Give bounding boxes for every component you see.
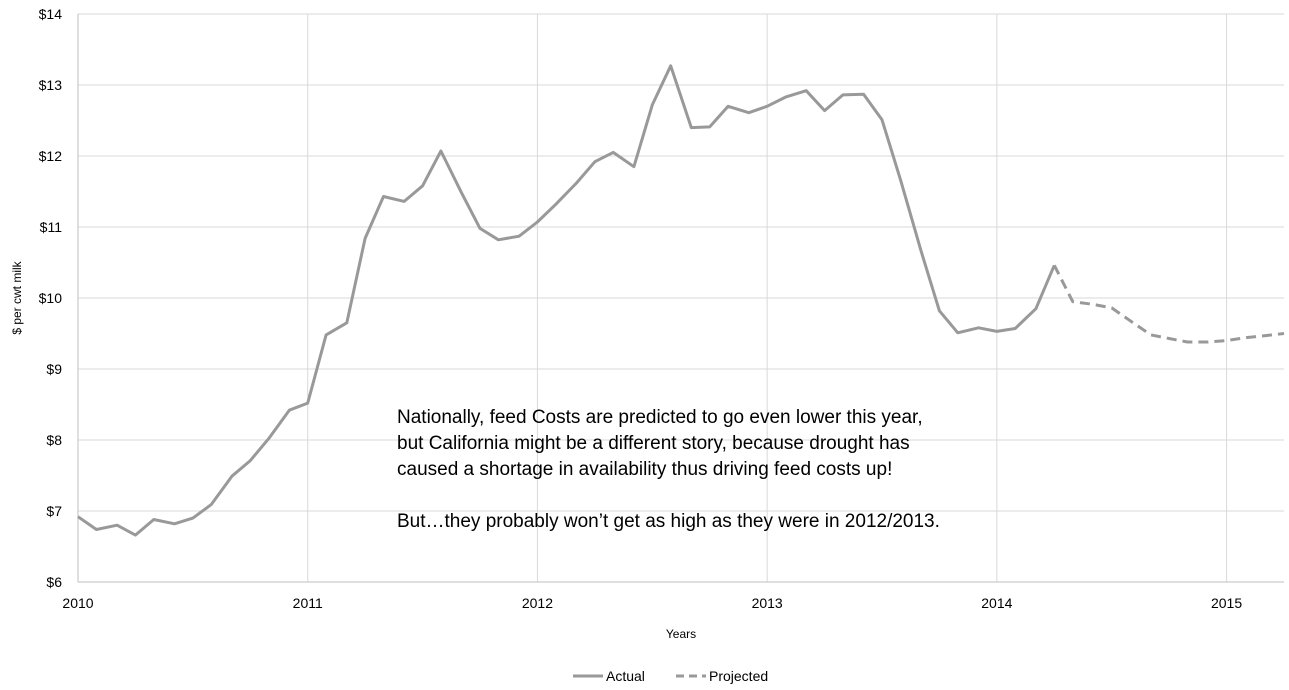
series-lines xyxy=(77,64,1285,537)
legend-label-projected: Projected xyxy=(709,668,768,684)
y-tick-label: $13 xyxy=(39,77,63,93)
annotation-line: Nationally, feed Costs are predicted to … xyxy=(397,407,923,428)
series-line-actual xyxy=(77,64,1056,537)
chart-annotation: Nationally, feed Costs are predicted to … xyxy=(397,405,1097,535)
y-tick-label: $10 xyxy=(39,290,63,306)
y-axis-title: $ per cwt milk xyxy=(10,260,24,334)
annotation-line: but California might be a different stor… xyxy=(397,433,910,454)
gridlines xyxy=(77,13,1284,582)
y-tick-label: $12 xyxy=(39,148,63,164)
y-tick-label: $9 xyxy=(46,361,62,377)
x-tick-label: 2013 xyxy=(752,595,783,611)
y-tick-label: $11 xyxy=(40,219,63,235)
y-tick-label: $7 xyxy=(46,503,62,519)
y-tick-label: $8 xyxy=(46,432,62,448)
x-tick-label: 2011 xyxy=(293,595,323,611)
y-tick-label: $6 xyxy=(46,574,62,590)
x-axis-title: Years xyxy=(666,627,696,641)
x-tick-label: 2015 xyxy=(1211,595,1242,611)
axes xyxy=(77,14,1284,583)
annotation-line: caused a shortage in availability thus d… xyxy=(397,459,893,480)
legend-label-actual: Actual xyxy=(606,668,645,684)
x-tick-label: 2010 xyxy=(62,595,93,611)
legend: Actual Projected xyxy=(573,668,768,684)
annotation-footnote: But…they probably won’t get as high as t… xyxy=(397,511,940,532)
tick-labels: $6 $7 $8 $9 $10 $11 $12 $13 $14 2010 2011 2012 2013 2… xyxy=(39,6,1243,611)
x-tick-label: 2014 xyxy=(981,595,1012,611)
series-line-projected xyxy=(1052,264,1285,344)
y-tick-label: $14 xyxy=(39,6,63,22)
x-tick-label: 2012 xyxy=(522,595,553,611)
